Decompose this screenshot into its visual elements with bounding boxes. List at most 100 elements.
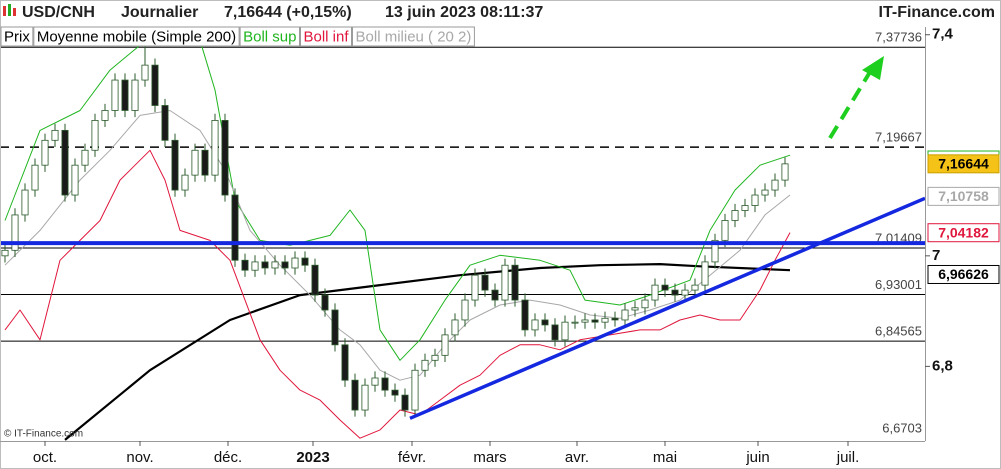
level-label: 6,6703 (882, 421, 922, 436)
candle-body (111, 79, 119, 111)
candle-body (501, 264, 509, 301)
candle-body (531, 319, 539, 331)
candle-body (141, 64, 149, 81)
candle-body (651, 284, 659, 301)
candle-body (41, 139, 49, 166)
candle-body (211, 120, 219, 176)
candle-body (251, 261, 259, 271)
candle-body (761, 189, 769, 196)
candle-body (731, 210, 739, 221)
candle-body (301, 257, 309, 266)
candle-body (281, 261, 289, 269)
candle-body (201, 149, 209, 176)
last-value-label: 7,16644 (938, 156, 989, 172)
candle-body (151, 64, 159, 106)
candle-body (241, 259, 249, 271)
candle-body (411, 369, 419, 411)
projection-arrow (828, 56, 884, 140)
period: Journalier (121, 4, 198, 21)
level-label: 7,37736 (875, 30, 922, 45)
candle-body (361, 384, 369, 411)
logo-bar (13, 8, 16, 16)
indicator-line (4, 149, 791, 439)
candle-body (1, 249, 9, 257)
source: IT-Finance.com (879, 4, 995, 21)
candle-body (541, 319, 549, 326)
x-tick-label: mars (473, 449, 506, 466)
candle-body (711, 239, 719, 263)
candle-body (91, 120, 99, 151)
trend-line (409, 196, 926, 420)
candle-body (181, 174, 189, 191)
candle-body (51, 129, 59, 141)
legend-entry: Boll inf (303, 28, 349, 45)
y-tick-label: 6,8 (932, 357, 953, 374)
candle-body (571, 321, 579, 324)
last-value-box (927, 186, 1000, 206)
candle-body (471, 274, 479, 301)
candle-body (491, 289, 499, 301)
x-tick-label: oct. (33, 449, 57, 466)
copyright: © IT-Finance.com (4, 429, 83, 440)
last-value-box (927, 264, 1000, 284)
candle-body (441, 334, 449, 356)
candle-body (21, 189, 29, 216)
candle-body (351, 379, 359, 411)
candle-body (191, 149, 199, 176)
legend-entry: Boll sup (243, 28, 296, 45)
candle-body (161, 105, 169, 141)
candle-body (601, 317, 609, 323)
candle-body (31, 164, 39, 191)
level-label: 6,84565 (875, 324, 922, 339)
candle-body (581, 319, 589, 323)
candle-body (131, 79, 139, 111)
candle-body (321, 294, 329, 311)
candle-body (71, 164, 79, 196)
legend-box (299, 26, 353, 47)
candle-body (781, 163, 789, 181)
last-value-label: 7,04182 (938, 224, 989, 240)
candle-body (271, 261, 279, 269)
candle-body (591, 319, 599, 323)
candle-body (521, 299, 529, 331)
candle-body (451, 319, 459, 336)
candle-body (331, 309, 339, 346)
candle-body (661, 284, 669, 291)
legend-box (239, 26, 300, 47)
candle-body (561, 321, 569, 341)
legend-box (352, 26, 475, 47)
indicator-line (64, 263, 791, 441)
candle-body (551, 324, 559, 341)
level-label: 6,93001 (875, 277, 922, 292)
candle-body (691, 284, 699, 291)
candle-body (741, 205, 749, 211)
candle-body (81, 149, 89, 166)
candle-body (61, 129, 69, 196)
indicator-line (4, 110, 791, 381)
x-tick-label: juil. (836, 449, 860, 466)
candle-body (671, 289, 679, 296)
y-tick-label: 7,4 (932, 26, 954, 43)
legend-box (33, 26, 240, 47)
last-value-label: 6,96626 (938, 266, 989, 282)
plot-area: 7,377367,196677,014096,930016,845656,670… (0, 30, 926, 441)
candle-body (371, 377, 379, 386)
candle-body (401, 394, 409, 411)
last-value-box (927, 223, 1000, 243)
legend-entry: Moyenne mobile (Simple 200) (37, 28, 236, 45)
x-tick-label: févr. (398, 449, 426, 466)
candle-body (311, 264, 319, 296)
candle-body (681, 289, 689, 296)
candle-body (381, 377, 389, 391)
level-label: 7,19667 (875, 130, 922, 145)
candle-body (461, 299, 469, 321)
candle-body (341, 344, 349, 381)
candle-body (611, 317, 619, 321)
candle-body (221, 120, 229, 196)
title: USD/CNH (22, 4, 95, 21)
candle-body (101, 110, 109, 121)
logo-bar (8, 4, 11, 16)
candle-body (171, 139, 179, 191)
